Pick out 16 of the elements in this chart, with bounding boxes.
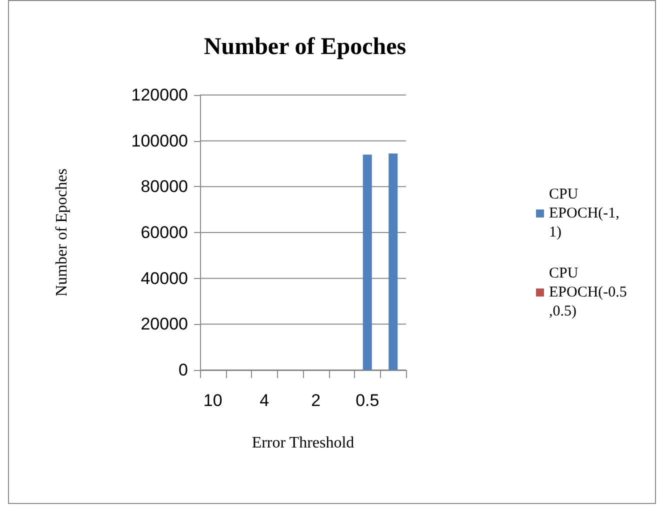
y-tick-label: 120000	[131, 86, 188, 104]
chart-title: Number of Epoches	[204, 34, 406, 60]
y-tick-label: 40000	[140, 268, 188, 288]
y-tick-label: 60000	[140, 223, 188, 242]
x-axis-title: Error Threshold	[252, 434, 354, 452]
x-tick-label: 4	[260, 391, 270, 410]
y-axis-title: Number of Epoches	[54, 168, 70, 296]
x-tick-label: 0.5	[356, 391, 380, 410]
legend-label: CPU EPOCH(-0.5,0.5)	[549, 266, 627, 320]
x-tick-label: 10	[203, 391, 222, 410]
x-tick-label: 2	[311, 391, 321, 410]
legend-label: CPU EPOCH(-1,1)	[549, 186, 620, 240]
y-tick-label: 80000	[140, 177, 188, 196]
y-tick-label: 20000	[140, 314, 188, 334]
y-tick-label: 0	[178, 360, 188, 380]
y-tick-label: 100000	[131, 131, 188, 150]
